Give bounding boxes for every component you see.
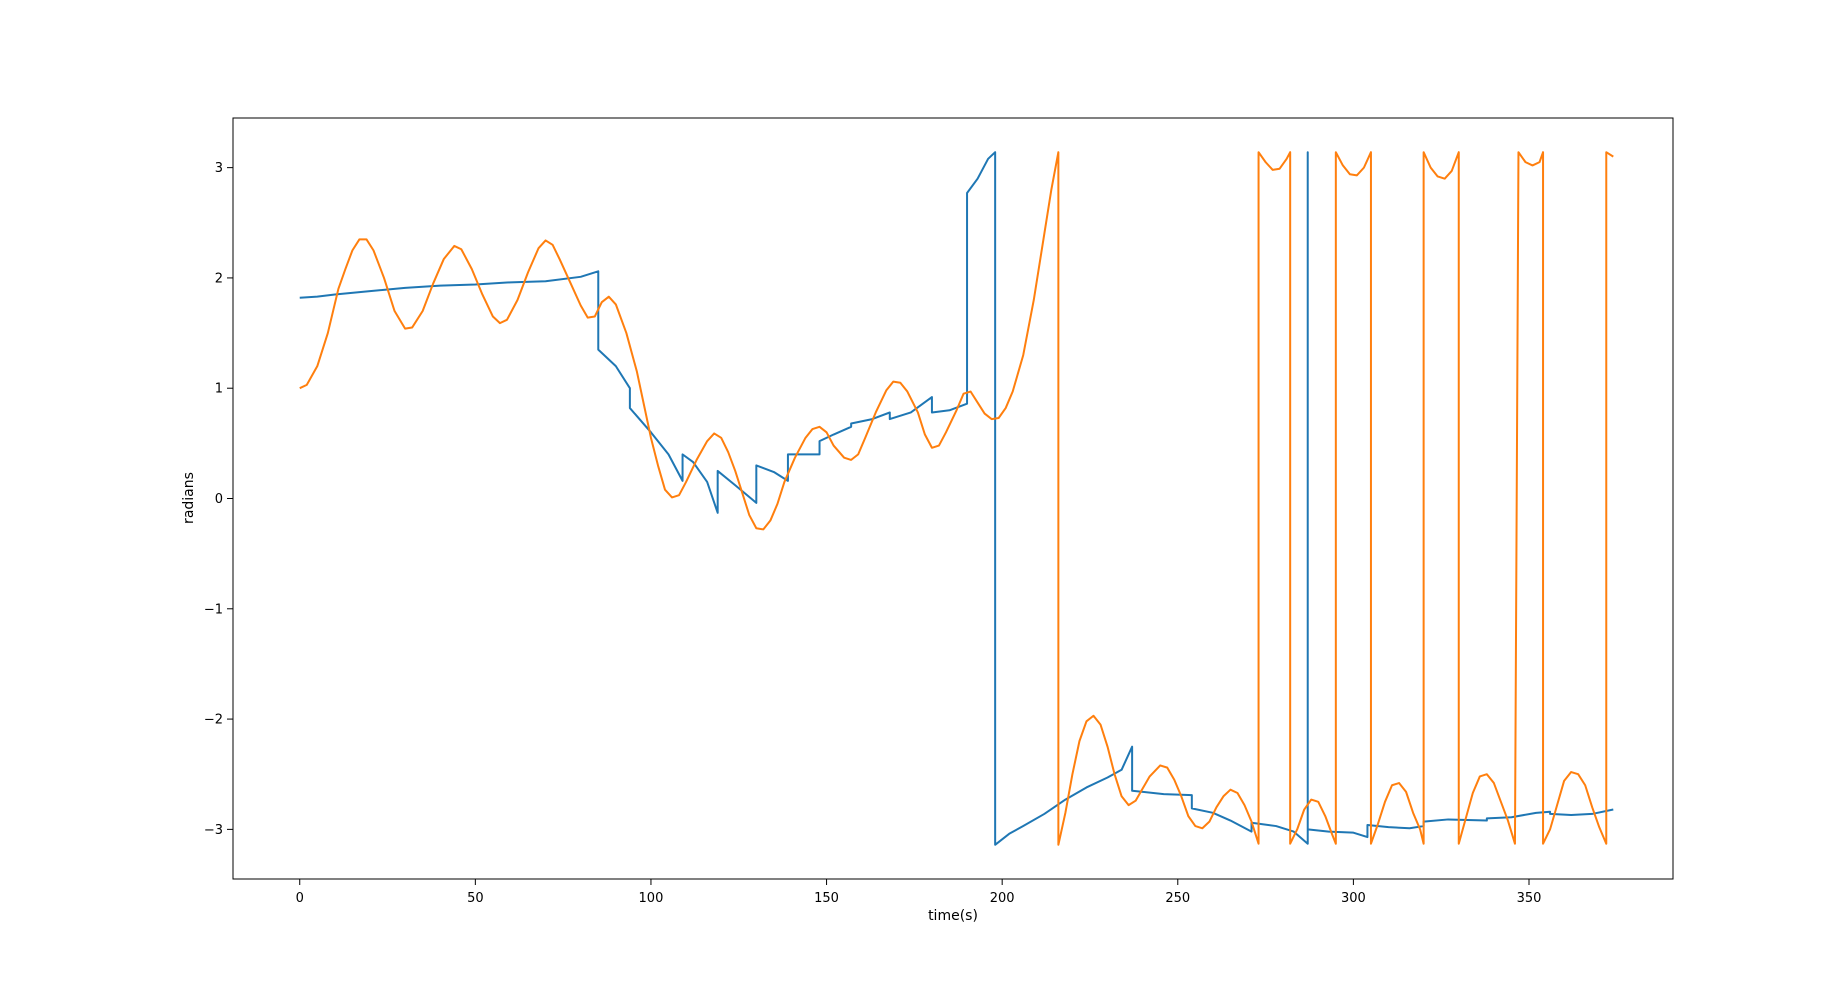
y-tick-label: 1 bbox=[215, 382, 223, 397]
y-tick-label: 2 bbox=[215, 271, 223, 286]
plot-frame bbox=[232, 117, 1674, 880]
y-tick-label: −2 bbox=[204, 713, 223, 728]
y-tick-label: −3 bbox=[204, 823, 223, 838]
x-tick-label: 50 bbox=[467, 891, 484, 906]
y-tick-label: 0 bbox=[215, 492, 223, 507]
x-axis-label: time(s) bbox=[928, 908, 978, 924]
y-axis-ticks: −3 −2 −1 0 1 2 3 bbox=[204, 161, 233, 838]
x-tick-label: 0 bbox=[296, 891, 304, 906]
series-line-2 bbox=[299, 151, 1614, 846]
y-tick-label: 3 bbox=[215, 161, 223, 176]
x-tick-label: 250 bbox=[1165, 891, 1190, 906]
y-axis-label: radians bbox=[181, 472, 197, 524]
y-tick-label: −1 bbox=[204, 602, 223, 617]
x-tick-label: 350 bbox=[1517, 891, 1542, 906]
x-axis-ticks: 0 50 100 150 200 250 300 350 bbox=[296, 879, 1542, 906]
series-layer bbox=[299, 151, 1614, 846]
x-tick-label: 150 bbox=[814, 891, 839, 906]
x-tick-label: 300 bbox=[1341, 891, 1366, 906]
series-line-1 bbox=[299, 151, 1614, 846]
x-tick-label: 100 bbox=[639, 891, 664, 906]
x-tick-label: 200 bbox=[990, 891, 1015, 906]
